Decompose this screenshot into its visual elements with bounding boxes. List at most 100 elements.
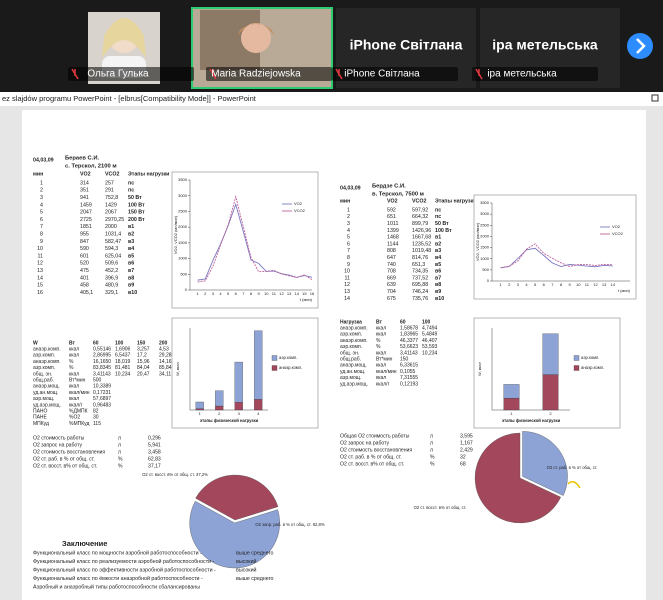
param-cell: 200 — [159, 340, 168, 346]
table-cell: 847 — [80, 239, 89, 245]
table-cell: 475 — [80, 268, 89, 274]
param-cell: 3,41143 — [93, 371, 111, 377]
summary-cell: 32 — [460, 454, 466, 460]
legend-swatch — [271, 365, 278, 371]
y-tick-label: 1000 — [178, 256, 188, 261]
table-cell: 2047 — [80, 210, 92, 216]
param-cell: 53,6623 — [400, 344, 418, 350]
param-cell: 84,04 — [137, 365, 150, 371]
table-cell: 8 — [40, 232, 43, 238]
title-bar — [0, 92, 663, 106]
param-cell: 6,5437 — [115, 353, 131, 359]
y-tick-label: 2000 — [480, 233, 490, 238]
conclusion-line: выше среднего — [236, 550, 273, 556]
legend-swatch — [271, 355, 278, 361]
param-cell: 17,2 — [137, 353, 147, 359]
table-cell: в7 — [435, 275, 441, 281]
param-cell: 100 — [422, 319, 431, 325]
x-tick-label: 1 — [197, 291, 200, 296]
table-cell: 13 — [344, 289, 350, 295]
conclusion-line: Функциональный класс по мощности аэробно… — [33, 549, 202, 556]
summary-cell: 62,83 — [148, 456, 161, 462]
param-cell: 4,7494 — [422, 326, 438, 332]
summary-cell: O2 стоимость восстановления — [33, 449, 105, 455]
table-cell: в8 — [128, 275, 134, 281]
table-cell: 1399 — [387, 228, 399, 234]
conclusion-line: Функциональный класс по реализуемости аэ… — [33, 558, 215, 565]
x-tick-label: 3 — [517, 282, 520, 287]
maximize-button[interactable] — [651, 94, 659, 102]
next-icon — [636, 38, 646, 54]
param-cell: 6,33615 — [400, 363, 418, 369]
param-cell: ккал — [69, 347, 79, 353]
x-tick-label: 3 — [212, 291, 215, 296]
param-cell: ккал — [376, 375, 386, 381]
x-tick-label: 10 — [264, 291, 269, 296]
bar-segment — [215, 405, 224, 411]
legend-label: VO2 — [612, 224, 621, 229]
legend-swatch — [573, 365, 580, 371]
table-cell: 734,35 — [412, 269, 428, 275]
bar-segment — [503, 397, 520, 411]
table-cell: 735,76 — [412, 296, 428, 302]
param-cell: 150 — [400, 357, 409, 363]
summary-cell: O2 ст. восст. в% от общ. ст. — [340, 461, 404, 467]
table-header: VCO2 — [105, 171, 119, 177]
table-cell: 814,76 — [412, 255, 428, 261]
param-cell: 14,16 — [159, 359, 172, 365]
summary-cell: 2,429 — [460, 447, 473, 453]
summary-cell: O2 ст. раб. в % от общ. ст. — [340, 454, 402, 460]
y-tick-label: 1000 — [480, 256, 490, 261]
summary-cell: 0,296 — [148, 435, 161, 441]
table-cell: в10 — [435, 296, 444, 302]
param-cell: анаэр.комп. — [340, 326, 368, 332]
table-cell: 1031,4 — [105, 232, 121, 238]
table-cell: в6 — [128, 261, 134, 267]
participant-display-name: iPhone Світлана — [350, 37, 463, 53]
table-cell: 12 — [344, 282, 350, 288]
table-cell: 257 — [105, 180, 114, 186]
param-cell: 46,3377 — [400, 338, 418, 344]
table-cell: 329,1 — [105, 290, 118, 296]
legend-label: VO2 — [294, 201, 303, 206]
param-cell: 60 — [93, 340, 99, 346]
param-cell: аэр.комп. — [340, 332, 362, 338]
table-cell: пс — [128, 188, 134, 194]
param-cell: аэр.комп. — [33, 365, 55, 371]
param-cell: 4,53 — [159, 347, 169, 353]
table-cell: 704 — [387, 289, 396, 295]
param-cell: 0,17231 — [93, 390, 111, 396]
table-cell: в3 — [435, 248, 441, 254]
x-tick-label: 13 — [287, 291, 292, 296]
conclusion-line: высокий — [236, 558, 257, 565]
param-cell: 53,593 — [422, 344, 438, 350]
summary-cell: л — [430, 440, 433, 446]
table-cell: 2 — [347, 214, 350, 220]
y-tick-label: 0 — [185, 287, 188, 292]
table-cell: 11 — [38, 253, 44, 259]
next-button[interactable] — [627, 33, 653, 59]
param-cell: 20,47 — [137, 371, 150, 377]
param-cell: ккал/мин — [69, 390, 90, 396]
param-cell: аэр.комп. — [340, 344, 362, 350]
table-cell: пс — [128, 180, 134, 186]
param-cell: 16,1650 — [93, 359, 111, 365]
table-cell: 100 Вт — [128, 202, 145, 208]
table-cell: 3 — [347, 221, 350, 227]
summary-cell: % — [430, 461, 435, 467]
table-cell: 4 — [40, 202, 43, 208]
summary-cell: 5,941 — [148, 442, 161, 448]
table-cell: 625,04 — [105, 253, 121, 259]
param-cell: ккал — [69, 396, 79, 402]
conclusion-line: Аэробный и анаэробный типы работоспособн… — [33, 583, 200, 590]
y-tick-label: 3000 — [480, 211, 490, 216]
param-cell: 10,234 — [115, 371, 131, 377]
legend-label: VCO2 — [294, 208, 306, 213]
param-cell: 3,41143 — [400, 350, 418, 356]
param-cell: 100 — [115, 340, 124, 346]
table-cell: 651 — [387, 214, 396, 220]
table-cell: 14 — [344, 296, 350, 302]
param-cell: анаэр.комп. — [340, 338, 368, 344]
summary-cell: O2 запрос на работу — [33, 442, 83, 448]
x-tick-label: 14 — [611, 282, 616, 287]
